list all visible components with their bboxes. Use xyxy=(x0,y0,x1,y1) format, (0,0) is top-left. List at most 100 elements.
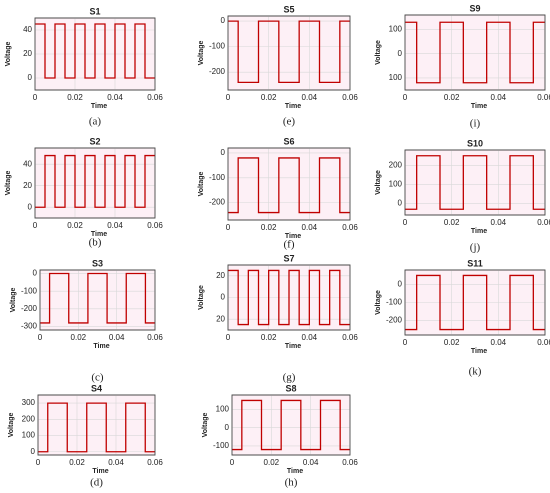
x-tick-label: 0.04 xyxy=(491,218,507,227)
x-tick-label: 0 xyxy=(403,338,408,347)
subplot: 20 0 20 0 0.02 0.04 0.06 S7 Time Voltage (g) xyxy=(198,253,358,383)
y-axis-label: Voltage xyxy=(375,170,382,195)
x-tick-label: 0.06 xyxy=(342,458,358,467)
x-tick-label: 0.02 xyxy=(69,458,85,467)
plot-area xyxy=(37,394,156,456)
waveform xyxy=(228,269,350,326)
caption: (f) xyxy=(284,239,295,251)
y-tick-label: 300 xyxy=(22,398,36,407)
x-tick-label: 0.02 xyxy=(261,223,277,232)
x-tick-label: 0.02 xyxy=(264,458,280,467)
subplot: 0 100 200 300 0 0.02 0.04 0.06 S4 Time Voltage (d) xyxy=(8,383,163,488)
subplot-title: S6 xyxy=(283,136,294,146)
waveform xyxy=(228,20,350,83)
y-axis-label: Voltage xyxy=(375,290,382,315)
subplot: -200 -100 0 0 0.02 0.04 0.06 S5 Time Voltage (e) xyxy=(198,4,358,127)
y-tick-label: 20 xyxy=(23,181,32,190)
y-tick-label: -200 xyxy=(386,316,403,325)
subplot-title: S3 xyxy=(92,258,103,268)
y-tick-label: 0 xyxy=(31,447,36,456)
y-tick-label: -100 xyxy=(21,286,38,295)
y-tick-label: -100 xyxy=(209,173,226,182)
x-tick-label: 0.06 xyxy=(342,333,358,342)
x-axis-label: Time xyxy=(285,103,301,110)
x-axis-label: Time xyxy=(471,348,487,355)
y-tick-label: -200 xyxy=(21,304,38,313)
caption: (h) xyxy=(285,477,298,489)
x-axis-label: Time xyxy=(93,343,109,350)
x-axis-label: Time xyxy=(285,343,301,350)
y-tick-label: -300 xyxy=(21,322,38,331)
x-axis-label: Time xyxy=(91,231,107,238)
x-tick-label: 0.06 xyxy=(537,218,550,227)
y-tick-label: 0 xyxy=(398,280,403,289)
y-tick-label: 200 xyxy=(389,160,403,169)
plot-border xyxy=(34,147,156,219)
x-tick-label: 0.04 xyxy=(107,93,123,102)
y-tick-label: -100 xyxy=(386,298,403,307)
x-tick-label: 0.02 xyxy=(261,333,277,342)
caption: (i) xyxy=(470,118,481,130)
subplot-title: S4 xyxy=(91,383,102,393)
plot-border xyxy=(404,149,546,216)
y-tick-label: 0 xyxy=(33,269,38,278)
waveform xyxy=(35,154,155,208)
y-axis-label: Voltage xyxy=(8,413,15,438)
subplot: 100 0 100 0 0.02 0.04 0.06 S9 Time Voltage (i) xyxy=(375,3,550,129)
y-tick-label: 100 xyxy=(389,73,403,82)
waveform xyxy=(405,21,545,84)
x-tick-label: 0 xyxy=(226,223,231,232)
plot-border xyxy=(404,14,546,91)
caption: (g) xyxy=(283,372,296,384)
y-tick-label: 100 xyxy=(216,405,230,414)
x-axis-label: Time xyxy=(285,233,301,240)
x-tick-label: 0 xyxy=(38,333,43,342)
plot-border xyxy=(39,269,156,331)
x-tick-label: 0.04 xyxy=(107,221,123,230)
x-tick-label: 0 xyxy=(230,458,235,467)
y-axis-label: Voltage xyxy=(375,40,382,65)
waveform xyxy=(405,155,545,210)
y-axis-label: Voltage xyxy=(202,413,209,438)
x-tick-label: 0.04 xyxy=(491,93,507,102)
y-tick-label: 0 xyxy=(28,202,33,211)
y-tick-label: 200 xyxy=(22,414,36,423)
x-tick-label: 0.02 xyxy=(67,221,83,230)
plot-area xyxy=(404,14,546,91)
x-axis-label: Time xyxy=(92,468,108,475)
x-axis-label: Time xyxy=(91,103,107,110)
plot-area xyxy=(39,269,156,331)
x-tick-label: 0 xyxy=(403,218,408,227)
subplot: -300 -200 -100 0 0 0.02 0.04 0.06 S3 Time Voltage (… xyxy=(10,258,163,383)
y-tick-label: -100 xyxy=(213,441,230,450)
y-tick-label: 0 xyxy=(398,199,403,208)
y-tick-label: -100 xyxy=(209,42,226,51)
y-axis-label: Voltage xyxy=(198,172,205,197)
x-tick-label: 0.02 xyxy=(444,338,460,347)
subplot-title: S5 xyxy=(283,4,294,14)
y-tick-label: 0 xyxy=(221,293,226,302)
subplot-title: S7 xyxy=(283,253,294,263)
y-tick-label: -200 xyxy=(209,67,226,76)
plot-area xyxy=(227,15,351,91)
waveform xyxy=(405,274,545,331)
subplot: -200 -100 0 0 0.02 0.04 0.06 S6 Time Voltage (f) xyxy=(198,136,358,250)
subplot: -200 -100 0 0 0.02 0.04 0.06 S11 Time Voltage (k) xyxy=(375,258,550,377)
plot-border xyxy=(227,147,351,221)
caption: (d) xyxy=(90,477,103,489)
x-tick-label: 0.02 xyxy=(71,333,87,342)
x-tick-label: 0.06 xyxy=(147,458,163,467)
subplot-title: S11 xyxy=(467,258,483,268)
x-tick-label: 0.06 xyxy=(147,333,163,342)
subplot: 0 20 40 0 0.02 0.04 0.06 S2 Time Voltage (b) xyxy=(5,136,163,248)
y-axis-label: Voltage xyxy=(5,42,12,67)
waveform xyxy=(38,402,155,453)
y-axis-label: Voltage xyxy=(5,171,12,196)
y-axis-label: Voltage xyxy=(198,285,205,310)
y-tick-label: 40 xyxy=(23,25,32,34)
y-tick-label: 0 xyxy=(398,49,403,58)
x-tick-label: 0.04 xyxy=(109,333,125,342)
y-tick-label: 20 xyxy=(23,49,32,58)
x-axis-label: Time xyxy=(471,228,487,235)
